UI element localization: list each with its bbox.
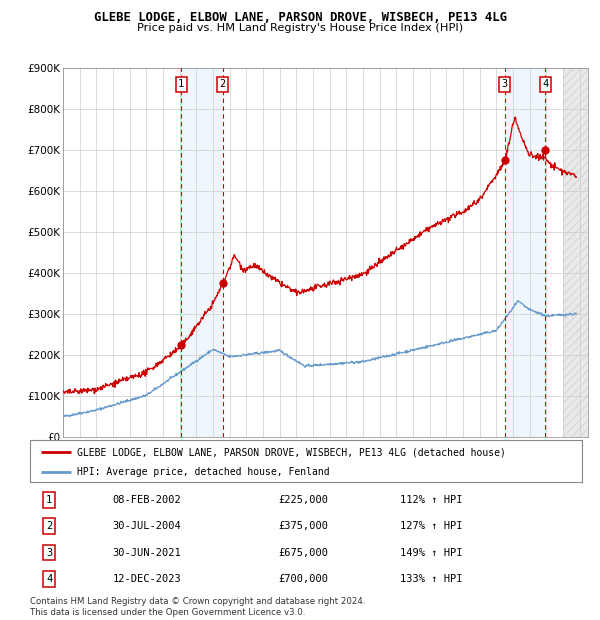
Text: £675,000: £675,000 (278, 547, 328, 557)
Text: 30-JUL-2004: 30-JUL-2004 (113, 521, 182, 531)
Bar (563, 68, 600, 437)
Text: £225,000: £225,000 (278, 495, 328, 505)
Text: 30-JUN-2021: 30-JUN-2021 (113, 547, 182, 557)
Text: GLEBE LODGE, ELBOW LANE, PARSON DROVE, WISBECH, PE13 4LG (detached house): GLEBE LODGE, ELBOW LANE, PARSON DROVE, W… (77, 447, 506, 457)
Text: Contains HM Land Registry data © Crown copyright and database right 2024.
This d: Contains HM Land Registry data © Crown c… (30, 598, 365, 617)
Text: 112% ↑ HPI: 112% ↑ HPI (400, 495, 463, 505)
Text: £375,000: £375,000 (278, 521, 328, 531)
Text: HPI: Average price, detached house, Fenland: HPI: Average price, detached house, Fenl… (77, 467, 329, 477)
Bar (181, 68, 223, 437)
Text: Price paid vs. HM Land Registry's House Price Index (HPI): Price paid vs. HM Land Registry's House … (137, 23, 463, 33)
Text: GLEBE LODGE, ELBOW LANE, PARSON DROVE, WISBECH, PE13 4LG: GLEBE LODGE, ELBOW LANE, PARSON DROVE, W… (94, 11, 506, 24)
Text: 149% ↑ HPI: 149% ↑ HPI (400, 547, 463, 557)
Text: 4: 4 (542, 79, 548, 89)
Bar (505, 68, 545, 437)
Text: 2: 2 (220, 79, 226, 89)
Text: 133% ↑ HPI: 133% ↑ HPI (400, 574, 463, 584)
Text: 127% ↑ HPI: 127% ↑ HPI (400, 521, 463, 531)
Text: 3: 3 (46, 547, 52, 557)
Text: 3: 3 (502, 79, 508, 89)
Text: 1: 1 (46, 495, 52, 505)
Text: 4: 4 (46, 574, 52, 584)
Text: £700,000: £700,000 (278, 574, 328, 584)
Text: 08-FEB-2002: 08-FEB-2002 (113, 495, 182, 505)
Text: 2: 2 (46, 521, 52, 531)
Bar (563, 68, 600, 437)
Text: 12-DEC-2023: 12-DEC-2023 (113, 574, 182, 584)
Text: 1: 1 (178, 79, 184, 89)
